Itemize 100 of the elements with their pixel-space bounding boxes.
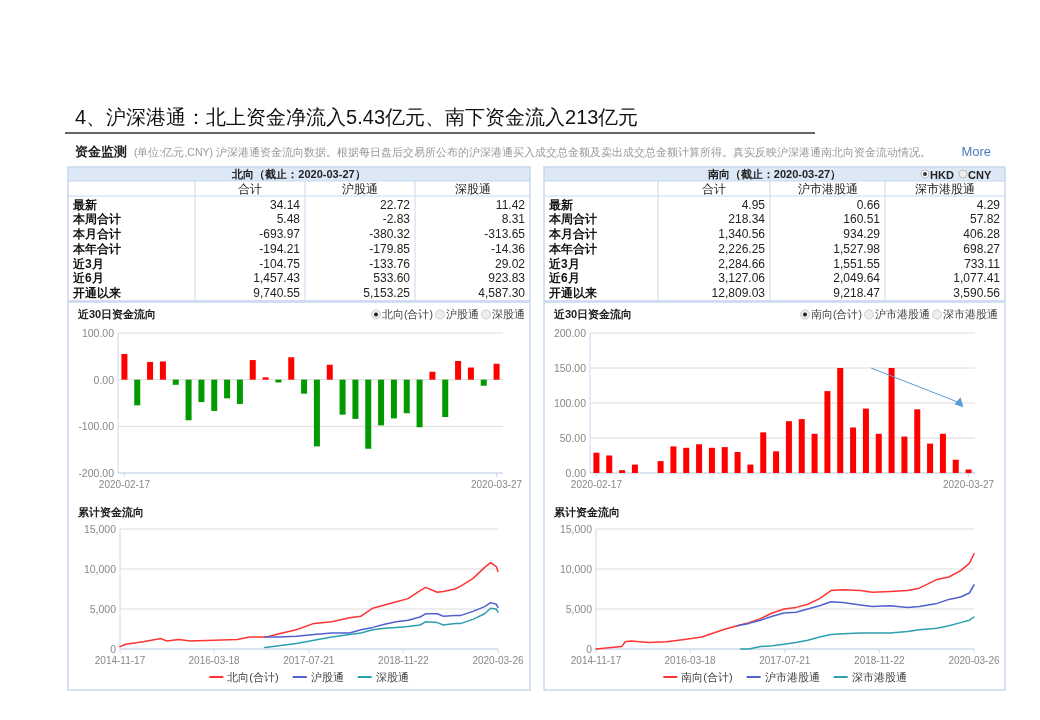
category-label: 近6月	[549, 271, 580, 286]
text: 3,127.06	[718, 271, 765, 286]
y-tick-label: 0	[586, 643, 593, 655]
text: 4.29	[976, 197, 1000, 212]
bar	[952, 459, 959, 473]
chart-title: 累计资金流向	[77, 506, 144, 518]
y-tick-label: 100.00	[553, 397, 587, 409]
text: 1,551.55	[833, 256, 880, 271]
text: 733.11	[964, 256, 1000, 271]
y-tick-label: 200.00	[553, 327, 587, 339]
bar	[147, 361, 154, 380]
text: 1,527.98	[833, 241, 880, 256]
text: 1,077.41	[953, 271, 1000, 286]
text: 5,153.25	[363, 285, 410, 300]
bar	[442, 379, 449, 417]
bar	[416, 379, 423, 428]
category-label: 最新	[73, 197, 97, 212]
text: 4.95	[741, 197, 765, 212]
text: 4、沪深港通：北上资金净流入5.43亿元、南下资金流入213亿元	[75, 106, 639, 128]
bar	[365, 379, 372, 449]
bar	[837, 368, 844, 473]
bar	[619, 470, 626, 473]
text: 深股通	[492, 308, 525, 320]
text: 57.82	[969, 212, 1000, 227]
bar	[159, 361, 166, 380]
text: 533.60	[373, 271, 410, 286]
x-tick-label: 2018-11-22	[378, 655, 429, 666]
bar	[262, 377, 269, 380]
bar	[326, 364, 333, 380]
bar	[785, 421, 792, 473]
category-label: 近6月	[73, 271, 104, 286]
line-series	[736, 584, 975, 627]
category-label: 合计	[238, 182, 262, 196]
category-label: 深市港股通	[915, 182, 975, 196]
text: 2,226.25	[718, 241, 765, 256]
chart-title: 近30日资金流向	[77, 308, 157, 320]
bar	[850, 427, 857, 473]
category-label: 本月合计	[549, 227, 597, 242]
y-tick-label: 150.00	[553, 362, 587, 374]
x-tick-label: 2020-03-26	[948, 655, 1001, 666]
y-tick-label: 10,000	[559, 563, 593, 575]
bar	[606, 455, 613, 473]
bar	[875, 433, 882, 473]
y-tick-label: 100.00	[81, 327, 115, 339]
x-tick-label: 2020-02-17	[570, 479, 623, 490]
text: 4,587.30	[478, 285, 525, 300]
category-label: 本月合计	[73, 227, 121, 242]
text: -133.76	[369, 256, 410, 271]
x-tick-label: 2020-03-27	[943, 479, 995, 490]
x-tick-label: 2014-11-17	[570, 655, 622, 666]
x-tick-label: 2017-07-21	[283, 655, 335, 666]
text: -2.83	[382, 212, 410, 227]
text: -104.75	[259, 256, 300, 271]
y-tick-label: -200.00	[78, 467, 115, 479]
bar	[339, 379, 346, 415]
text: -179.85	[369, 241, 410, 256]
bar	[185, 379, 192, 421]
text: CNY	[968, 168, 992, 181]
x-tick-label: 2020-03-27	[471, 479, 523, 490]
bar	[352, 379, 359, 419]
category-label: 开通以来	[73, 285, 121, 300]
text: -693.97	[259, 227, 300, 242]
text: More	[961, 144, 991, 159]
text: 29.02	[494, 256, 525, 271]
category-label: 深股通	[454, 182, 491, 196]
legend-label: 南向(合计)	[681, 671, 733, 683]
text: 923.83	[488, 271, 525, 286]
bar	[429, 371, 436, 380]
bar	[467, 367, 474, 380]
bar	[172, 379, 179, 385]
text: -380.32	[369, 227, 410, 242]
text: (单位:亿元,CNY) 沪深港通资金流向数据。根据每日盘后交易所公布的沪深港通买入成交总金额及卖出成交总金额计算所得。真实反映沪深港通南北向资金流动情况。	[134, 146, 931, 158]
text: 2,049.64	[833, 271, 880, 286]
text: 深市港股通	[943, 308, 998, 320]
y-tick-label: 50.00	[559, 432, 587, 444]
text: 12,809.03	[711, 285, 765, 300]
bar	[862, 408, 869, 473]
category-label: 沪股通	[342, 182, 378, 196]
x-tick-label: 2020-02-17	[98, 479, 151, 490]
category-label: 开通以来	[549, 285, 597, 300]
text: 0.66	[856, 197, 880, 212]
chart-title: 累计资金流向	[553, 506, 620, 518]
legend-label: 沪股通	[310, 671, 344, 683]
x-tick-label: 2016-03-18	[664, 655, 717, 666]
line-series	[264, 601, 499, 638]
category-label: 本周合计	[549, 212, 597, 227]
category-label: 最新	[549, 197, 573, 212]
y-tick-label: 15,000	[83, 523, 117, 535]
text: 406.28	[963, 227, 1000, 242]
bar	[773, 451, 780, 473]
bar	[811, 433, 818, 473]
bar	[211, 379, 218, 411]
y-tick-label: 5,000	[89, 603, 117, 615]
x-tick-label: 2016-03-18	[188, 655, 241, 666]
bar	[403, 379, 410, 414]
bar	[670, 446, 677, 473]
bar	[888, 368, 895, 473]
bar	[480, 379, 487, 386]
category-label: 沪市港股通	[797, 182, 858, 196]
text: 218.34	[728, 212, 765, 227]
